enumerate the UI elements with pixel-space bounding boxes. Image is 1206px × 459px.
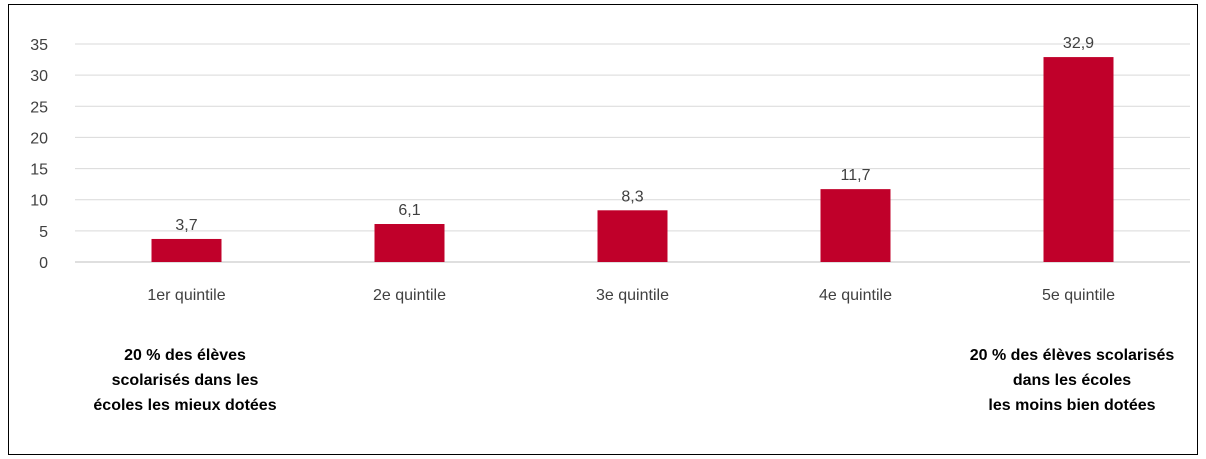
- y-tick-label: 35: [30, 37, 48, 54]
- left-annotation: 20 % des élèves scolarisés dans les écol…: [25, 343, 345, 418]
- y-tick-label: 0: [39, 255, 48, 272]
- bar: [151, 238, 222, 262]
- data-label: 11,7: [841, 167, 871, 184]
- bar: [820, 189, 891, 262]
- y-tick-label: 10: [30, 193, 48, 210]
- left-annotation-line: écoles les mieux dotées: [93, 397, 277, 414]
- x-tick-label: 3e quintile: [596, 287, 669, 304]
- bar: [597, 210, 668, 262]
- x-tick-label: 2e quintile: [373, 287, 446, 304]
- right-annotation-line: dans les écoles: [1012, 372, 1132, 389]
- bar: [1043, 57, 1114, 262]
- data-label: 8,3: [621, 188, 643, 205]
- data-label: 6,1: [398, 202, 420, 219]
- y-tick-label: 25: [30, 99, 48, 116]
- chart-frame: [8, 4, 1198, 455]
- left-annotation-line: scolarisés dans les: [111, 372, 259, 389]
- y-tick-label: 20: [30, 130, 48, 147]
- data-label: 3,7: [175, 217, 197, 234]
- data-label: 32,9: [1063, 35, 1094, 52]
- x-tick-label: 5e quintile: [1042, 287, 1115, 304]
- y-tick-label: 5: [39, 224, 48, 241]
- y-tick-label: 15: [30, 162, 48, 179]
- right-annotation-line: les moins bien dotées: [988, 397, 1156, 414]
- x-tick-label: 4e quintile: [819, 287, 892, 304]
- right-annotation: 20 % des élèves scolarisés dans les écol…: [912, 343, 1206, 418]
- right-annotation-line: 20 % des élèves scolarisés: [969, 347, 1175, 364]
- y-tick-label: 30: [30, 68, 48, 85]
- bar: [374, 224, 445, 262]
- left-annotation-line: 20 % des élèves: [124, 347, 246, 364]
- x-tick-label: 1er quintile: [147, 287, 225, 304]
